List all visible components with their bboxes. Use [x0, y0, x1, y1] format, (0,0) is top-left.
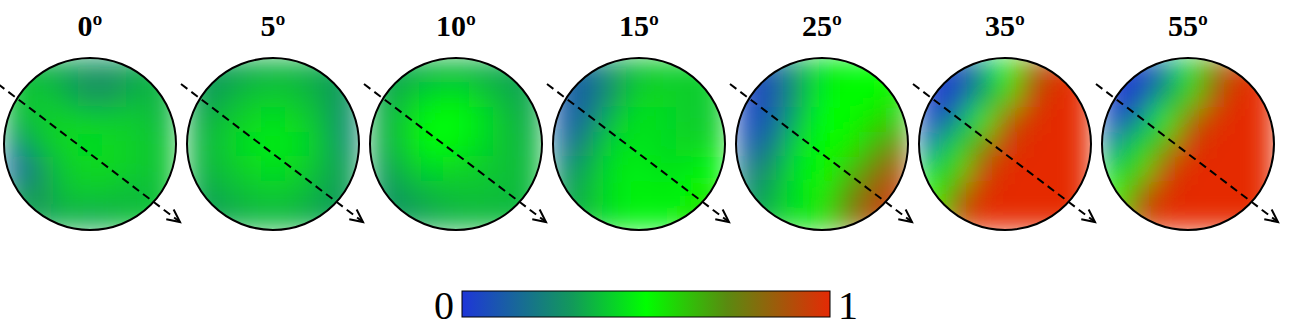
- svg-text:35º: 35º: [985, 9, 1025, 42]
- svg-text:25º: 25º: [802, 9, 842, 42]
- svg-text:5º: 5º: [261, 9, 286, 42]
- svg-text:0: 0: [434, 283, 454, 321]
- svg-text:10º: 10º: [436, 9, 476, 42]
- svg-text:55º: 55º: [1168, 9, 1208, 42]
- svg-text:0º: 0º: [78, 9, 103, 42]
- svg-text:1: 1: [838, 283, 858, 321]
- svg-text:15º: 15º: [619, 9, 659, 42]
